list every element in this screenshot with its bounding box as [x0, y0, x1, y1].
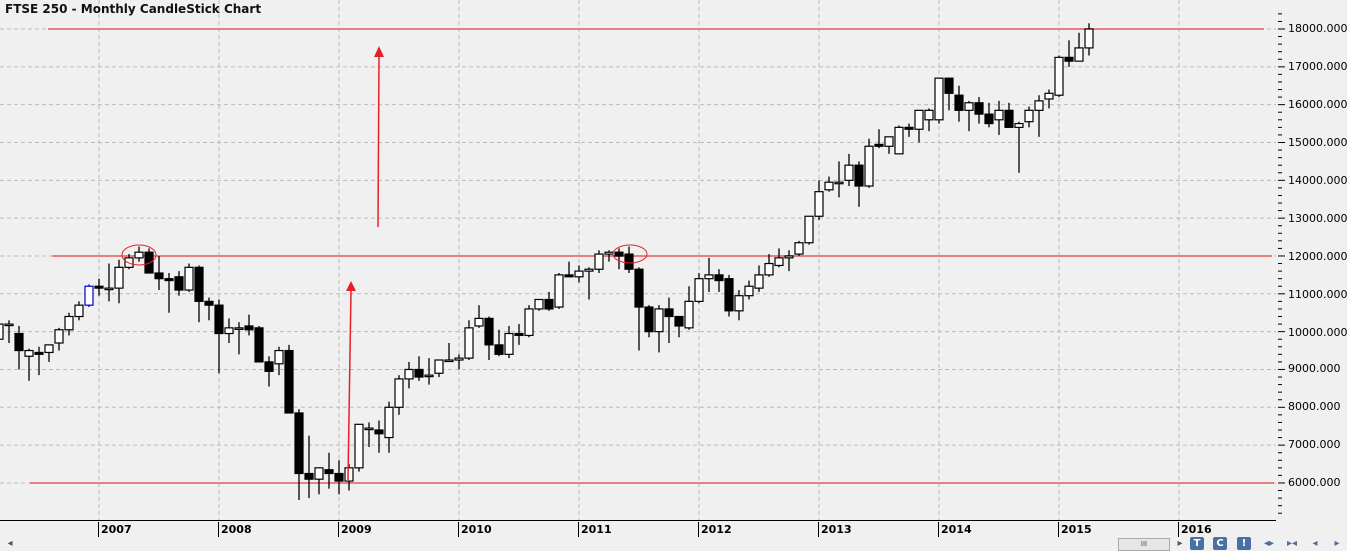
candlestick-chart	[0, 0, 1285, 520]
y-tick-label: 7000.000	[1288, 438, 1341, 451]
x-tick-label: 2013	[818, 522, 852, 538]
y-tick-label: 9000.000	[1288, 362, 1341, 375]
x-tick-label: 2010	[458, 522, 492, 538]
x-tick-label: 2007	[98, 522, 132, 538]
y-tick-label: 10000.000	[1288, 326, 1347, 339]
y-tick-label: 17000.000	[1288, 60, 1347, 73]
candles	[0, 23, 1094, 500]
scroll-right-button[interactable]: ▸	[1177, 538, 1183, 549]
horizontal-scrollbar-thumb[interactable]: III	[1118, 538, 1170, 551]
y-tick-label: 15000.000	[1288, 136, 1347, 149]
y-tick-label: 18000.000	[1288, 22, 1347, 35]
navigation-bar: ◂ III ▸ T C ! ◂▸ ▸◂ ◂ ▸	[0, 537, 1347, 551]
x-tick-label: 2012	[698, 522, 732, 538]
x-axis: 2007 2008 2009 2010 2011 2012 2013 2014 …	[0, 520, 1276, 538]
y-tick-label: 14000.000	[1288, 174, 1347, 187]
x-tick-label: 2014	[938, 522, 972, 538]
next-button[interactable]: ▸	[1334, 538, 1340, 549]
previous-button[interactable]: ◂	[1312, 538, 1318, 549]
y-tick-label: 13000.000	[1288, 212, 1347, 225]
y-tick-label: 6000.000	[1288, 476, 1341, 489]
y-tick-label: 16000.000	[1288, 98, 1347, 111]
chart-title: FTSE 250 - Monthly CandleStick Chart	[5, 2, 262, 16]
zoom-out-button[interactable]: ◂▸	[1263, 538, 1275, 549]
x-tick-label: 2011	[578, 522, 612, 538]
annotations	[121, 46, 648, 481]
x-tick-label: 2009	[338, 522, 372, 538]
x-tick-label: 2015	[1058, 522, 1092, 538]
y-tick-label: 12000.000	[1288, 250, 1347, 263]
y-axis: 18000.000 17000.000 16000.000 15000.000 …	[1288, 0, 1347, 520]
indicator-tool-icon[interactable]: !	[1237, 537, 1251, 550]
horizontal-levels	[30, 28, 1274, 484]
x-tick-label: 2016	[1178, 522, 1212, 538]
y-axis-ticks	[1278, 13, 1285, 514]
cursor-tool-icon[interactable]: C	[1213, 537, 1227, 550]
grid-lines	[0, 0, 1276, 520]
zoom-in-button[interactable]: ▸◂	[1286, 538, 1298, 549]
y-tick-label: 8000.000	[1288, 400, 1341, 413]
y-tick-label: 11000.000	[1288, 288, 1347, 301]
text-tool-icon[interactable]: T	[1190, 537, 1204, 550]
x-tick-label: 2008	[218, 522, 252, 538]
scroll-left-button[interactable]: ◂	[7, 538, 13, 549]
